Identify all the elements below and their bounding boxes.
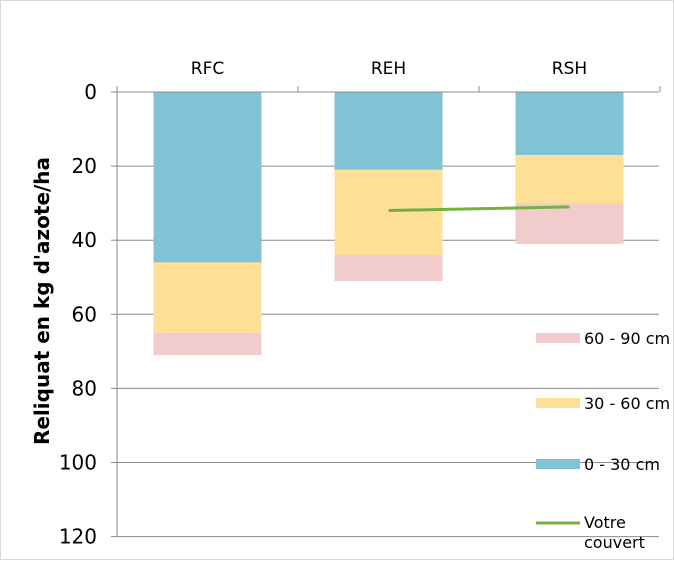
line-series (388, 205, 570, 213)
bar-rfc-60-90-cm (153, 332, 262, 356)
bar-reh-60-90-cm (334, 255, 443, 281)
y-tick-label-60: 60 (72, 302, 97, 326)
y-tick-label-40: 40 (72, 228, 97, 252)
y-tick-label-20: 20 (72, 154, 97, 178)
bar-reh-30-60-cm (334, 169, 443, 256)
legend-label-60-90-cm: 60 - 90 cm (584, 329, 670, 348)
legend-label-30-60-cm: 30 - 60 cm (584, 394, 670, 413)
legend-swatch-30-60-cm (536, 398, 580, 408)
x-tick-label-reh: REH (371, 59, 406, 79)
y-axis-label: Reliquat en kg d'azote/ha (30, 157, 54, 445)
legend-label-0-30-cm: 0 - 30 cm (584, 455, 660, 474)
bars (153, 92, 624, 356)
y-tick-label-120: 120 (59, 525, 97, 549)
bar-rsh-30-60-cm (515, 154, 624, 204)
legend-swatch-0-30-cm (536, 459, 580, 469)
legend-label-votre-couvert-2: couvert (584, 533, 645, 552)
bar-rfc-30-60-cm (153, 262, 262, 333)
bar-rsh-60-90-cm (515, 203, 624, 244)
legend-label-votre-couvert-1: Votre (584, 513, 626, 532)
line-votre-couvert (388, 205, 570, 213)
bar-rfc-0-30-cm (153, 92, 262, 263)
y-tick-label-0: 0 (84, 80, 97, 104)
y-tick-label-80: 80 (72, 376, 97, 400)
legend-swatch-60-90-cm (536, 333, 580, 343)
bar-reh-0-30-cm (334, 92, 443, 170)
legend: 60 - 90 cm 30 - 60 cm 0 - 30 cm Votrecouver… (536, 329, 670, 552)
bar-rsh-0-30-cm (515, 92, 624, 155)
axes: 0 20 40 60 80 100 120 RFC REH RSH (59, 59, 661, 549)
x-tick-label-rfc: RFC (191, 59, 224, 79)
x-tick-label-rsh: RSH (552, 59, 587, 79)
y-tick-label-100: 100 (59, 451, 97, 475)
